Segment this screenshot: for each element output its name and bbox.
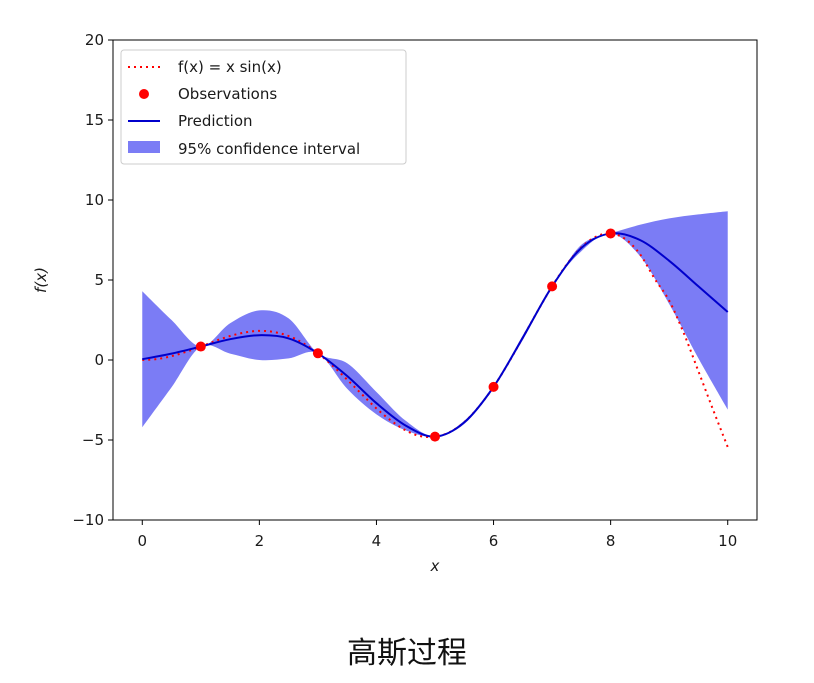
legend-label-function: f(x) = x sin(x) — [178, 58, 282, 76]
observation-point — [605, 228, 616, 239]
observation-point — [312, 348, 323, 359]
confidence-band-layer — [142, 211, 728, 437]
x-ticks: 0 2 4 6 8 10 — [137, 520, 737, 550]
y-tick-label: 10 — [85, 191, 104, 209]
legend-label-prediction: Prediction — [178, 112, 253, 130]
confidence-interval-band — [142, 211, 728, 437]
legend: f(x) = x sin(x) Observations Prediction … — [120, 49, 407, 165]
series-line-layer — [142, 232, 729, 448]
x-tick-label: 0 — [137, 532, 147, 550]
legend-label-observations: Observations — [178, 85, 277, 103]
y-tick-label: 5 — [94, 271, 104, 289]
legend-label-confidence: 95% confidence interval — [178, 140, 360, 158]
y-tick-label: 15 — [85, 111, 104, 129]
legend-marker-observations — [139, 89, 149, 99]
figure-caption: 高斯过程 — [347, 636, 467, 671]
y-tick-label: 20 — [85, 31, 104, 49]
observation-point — [195, 341, 206, 352]
observation-point — [430, 431, 440, 442]
observation-point — [488, 381, 499, 392]
x-tick-label: 2 — [255, 532, 265, 550]
legend-box — [120, 49, 407, 165]
observation-point-layer — [195, 228, 616, 442]
x-tick-label: 10 — [718, 532, 737, 550]
y-ticks: −10 −5 0 5 10 15 20 — [72, 31, 113, 529]
true-function-line — [142, 232, 729, 448]
y-tick-label: −5 — [82, 431, 104, 449]
x-tick-label: 4 — [372, 532, 382, 550]
chart-svg: 0 2 4 6 8 10 −10 −5 0 5 10 15 20 x f(x) f(x) = x si… — [32, 31, 758, 575]
x-tick-label: 8 — [606, 532, 616, 550]
y-tick-label: 0 — [94, 351, 104, 369]
y-tick-label: −10 — [72, 511, 104, 529]
x-axis-title: x — [430, 557, 440, 575]
observation-point — [547, 281, 558, 292]
y-axis-title: f(x) — [32, 267, 50, 293]
x-tick-label: 6 — [489, 532, 499, 550]
legend-marker-confidence — [128, 141, 160, 153]
